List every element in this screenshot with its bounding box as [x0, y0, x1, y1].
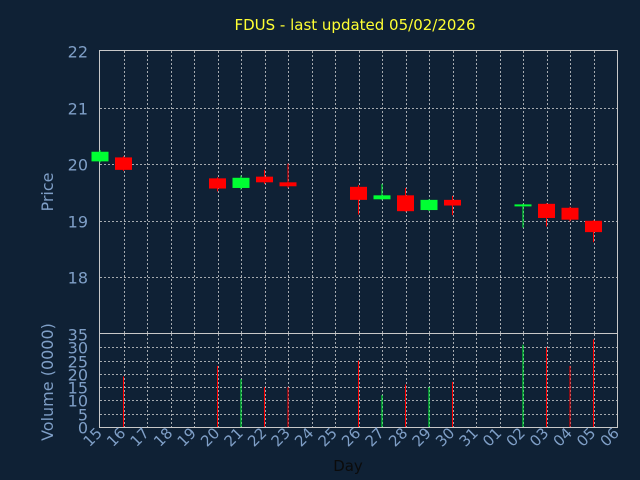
x-tick-label: 30: [432, 424, 458, 450]
candle-body: [420, 199, 438, 211]
candle-body: [256, 176, 273, 183]
volume-tick-label: 20: [68, 366, 88, 385]
volume-tick-label: 25: [68, 353, 88, 372]
x-tick-label: 21: [221, 424, 247, 450]
candle: [373, 184, 391, 200]
x-tick-label: 22: [244, 424, 270, 450]
candle-body: [514, 204, 532, 207]
x-tick-label: 27: [362, 424, 388, 450]
price-tick-label: 22: [68, 43, 88, 62]
candle: [538, 203, 555, 227]
candle-body: [373, 195, 391, 200]
volume-tick-label: 35: [68, 326, 88, 345]
x-tick-label: 01: [479, 424, 505, 450]
volume-series: [123, 339, 594, 427]
candle-body: [585, 220, 602, 233]
volume-tick-label: 5: [78, 406, 88, 425]
candle-body: [232, 177, 250, 188]
volume-axis-label: Volume (0000): [38, 323, 57, 441]
x-tick-label: 31: [456, 424, 482, 450]
candle-body: [444, 199, 461, 206]
x-tick-label: 19: [174, 424, 200, 450]
price-tick-label: 18: [68, 269, 88, 288]
candle: [209, 177, 226, 192]
x-tick-label: 20: [197, 424, 223, 450]
candle: [420, 199, 438, 212]
price-axis-label: Price: [38, 172, 57, 211]
candle-body: [91, 151, 109, 162]
candle: [350, 185, 367, 215]
x-tick-label: 05: [573, 424, 599, 450]
candle: [444, 195, 461, 216]
x-tick-label: 29: [409, 424, 435, 450]
price-axis-ticks: 18 19 20 21 22: [68, 43, 88, 288]
candle: [279, 163, 297, 188]
candle: [115, 156, 132, 171]
x-tick-label: 03: [526, 424, 552, 450]
x-tick-label: 17: [127, 424, 153, 450]
volume-tick-label: 15: [68, 379, 88, 398]
candle-body: [209, 178, 226, 189]
x-axis-ticks: 1516171819202122232425262728293031010203…: [80, 424, 623, 450]
price-tick-label: 19: [68, 213, 88, 232]
x-tick-label: 25: [315, 424, 341, 450]
x-tick-label: 04: [550, 424, 576, 450]
candle: [232, 175, 250, 190]
candle-body: [115, 157, 132, 170]
candle: [585, 220, 602, 243]
candle-body: [397, 195, 414, 212]
x-tick-label: 26: [338, 424, 364, 450]
volume-tick-label: 0: [78, 419, 88, 438]
x-tick-label: 23: [268, 424, 294, 450]
volume-tick-label: 30: [68, 339, 88, 358]
price-tick-label: 21: [68, 100, 88, 119]
volume-tick-label: 10: [68, 392, 88, 411]
candle-body: [561, 207, 579, 220]
x-axis-label: Day: [333, 457, 363, 475]
candle: [514, 203, 532, 228]
x-tick-label: 24: [291, 424, 317, 450]
candle: [256, 169, 273, 185]
candle-body: [279, 182, 297, 187]
x-tick-label: 16: [103, 424, 129, 450]
candle: [91, 150, 109, 163]
candlestick-series: [91, 150, 602, 243]
x-tick-label: 18: [150, 424, 176, 450]
candle: [561, 206, 579, 222]
volume-panel-frame: [99, 333, 618, 428]
x-tick-label: 06: [597, 424, 623, 450]
candle-body: [350, 186, 367, 200]
chart-title: FDUS - last updated 05/02/2026: [234, 16, 475, 34]
x-tick-label: 28: [385, 424, 411, 450]
candle: [397, 187, 414, 212]
price-tick-label: 20: [68, 156, 88, 175]
price-grid: [100, 51, 617, 334]
candle-body: [538, 203, 555, 218]
x-tick-label: 02: [503, 424, 529, 450]
